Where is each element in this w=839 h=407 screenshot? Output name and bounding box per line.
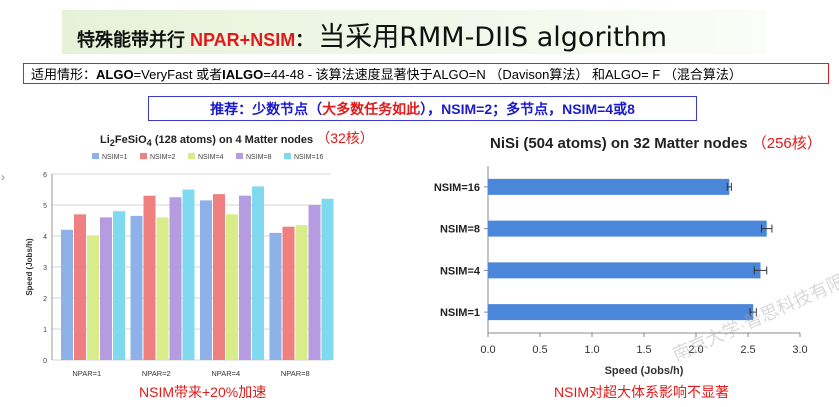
x-tick-label: 3.0 bbox=[792, 344, 807, 356]
bar bbox=[252, 186, 264, 360]
y-axis-label: Speed (Jobs/h) bbox=[25, 238, 34, 296]
bar bbox=[295, 225, 308, 360]
x-tick-label: NPAR=1 bbox=[72, 369, 101, 378]
bar bbox=[226, 214, 238, 360]
bar bbox=[169, 197, 182, 360]
condition-box: 适用情形：ALGO=VeryFast 或者IALGO=44-48 - 该算法速度… bbox=[23, 63, 829, 84]
bar bbox=[61, 229, 73, 360]
left-bar-chart: 0 1 2 3 4 5 6 Speed (Jobs/h) NSIM=1 NSIM=2 NSIM=4 N… bbox=[25, 153, 334, 378]
legend-swatch bbox=[140, 153, 147, 159]
bar bbox=[239, 195, 251, 360]
y-tick-label: 6 bbox=[43, 172, 47, 179]
title-highlight: NPAR+NSIM bbox=[190, 30, 296, 50]
legend-label: NSIM=4 bbox=[198, 154, 224, 161]
bar bbox=[156, 217, 169, 360]
y-tick-label: 3 bbox=[43, 265, 47, 272]
legend-swatch bbox=[92, 153, 99, 159]
y-tick-label: NSIM=16 bbox=[434, 182, 480, 194]
legend-swatch bbox=[188, 153, 195, 159]
x-axis-label: Speed (Jobs/h) bbox=[605, 365, 684, 377]
bar bbox=[308, 205, 321, 360]
x-tick-label: 1.5 bbox=[636, 344, 651, 356]
y-tick-label: NSIM=4 bbox=[440, 265, 481, 277]
nav-arrow-icon: › bbox=[1, 170, 5, 184]
left-chart-title: Li2FeSiO4 (128 atoms) on 4 Matter nodes … bbox=[100, 130, 374, 149]
y-tick-label: NSIM=1 bbox=[440, 307, 480, 319]
right-bar-chart: 0.0 0.5 1.0 1.5 2.0 2.5 3.0 Speed (Jobs/h) NSIM=… bbox=[434, 166, 808, 377]
bar bbox=[488, 304, 754, 321]
bar bbox=[87, 236, 99, 360]
legend-label: NSIM=2 bbox=[150, 154, 176, 161]
x-tick-label: 2.0 bbox=[688, 344, 703, 356]
bar bbox=[269, 232, 282, 360]
y-tick-label: 2 bbox=[43, 296, 47, 303]
y-tick-label: 0 bbox=[43, 358, 47, 365]
legend-label: NSIM=8 bbox=[246, 154, 272, 161]
page-title: 特殊能带并行 NPAR+NSIM： 当采用RMM-DIIS algorithm bbox=[77, 22, 668, 53]
bar bbox=[488, 220, 767, 237]
y-tick-label: 1 bbox=[43, 327, 47, 334]
bar bbox=[488, 262, 761, 279]
x-tick-label: NPAR=4 bbox=[211, 369, 240, 378]
y-tick-label: 4 bbox=[43, 234, 47, 241]
title-algorithm: 当采用RMM-DIIS algorithm bbox=[318, 22, 668, 53]
x-tick-label: NPAR=8 bbox=[281, 369, 310, 378]
bar bbox=[100, 217, 112, 360]
x-tick-label: 2.5 bbox=[740, 344, 755, 356]
left-caption: NSIM带来+20%加速 bbox=[139, 384, 267, 400]
bar bbox=[282, 226, 295, 360]
legend-swatch bbox=[284, 153, 291, 159]
bar bbox=[321, 198, 334, 360]
y-tick-label: 5 bbox=[43, 203, 47, 210]
legend-swatch bbox=[236, 153, 243, 159]
x-tick-label: 0.5 bbox=[532, 344, 547, 356]
x-tick-label: 0.0 bbox=[480, 344, 495, 356]
bar bbox=[488, 178, 730, 195]
bar bbox=[143, 195, 156, 360]
bar bbox=[182, 189, 195, 360]
legend-label: NSIM=16 bbox=[294, 154, 323, 161]
right-chart-title: NiSi (504 atoms) on 32 Matter nodes （256… bbox=[490, 135, 822, 152]
bar bbox=[130, 215, 143, 360]
y-tick-label: NSIM=8 bbox=[440, 224, 480, 236]
x-tick-label: NPAR=2 bbox=[142, 369, 171, 378]
title-band bbox=[62, 10, 766, 54]
bar bbox=[213, 194, 225, 360]
legend-label: NSIM=1 bbox=[102, 154, 128, 161]
right-caption: NSIM对超大体系影响不显著 bbox=[554, 384, 729, 400]
recommend-box: 推荐：少数节点（大多数任务如此），NSIM=2；多节点，NSIM=4或8 bbox=[148, 96, 697, 121]
bar bbox=[74, 214, 86, 360]
bar bbox=[113, 211, 125, 360]
bar bbox=[200, 200, 212, 360]
x-tick-label: 1.0 bbox=[584, 344, 599, 356]
